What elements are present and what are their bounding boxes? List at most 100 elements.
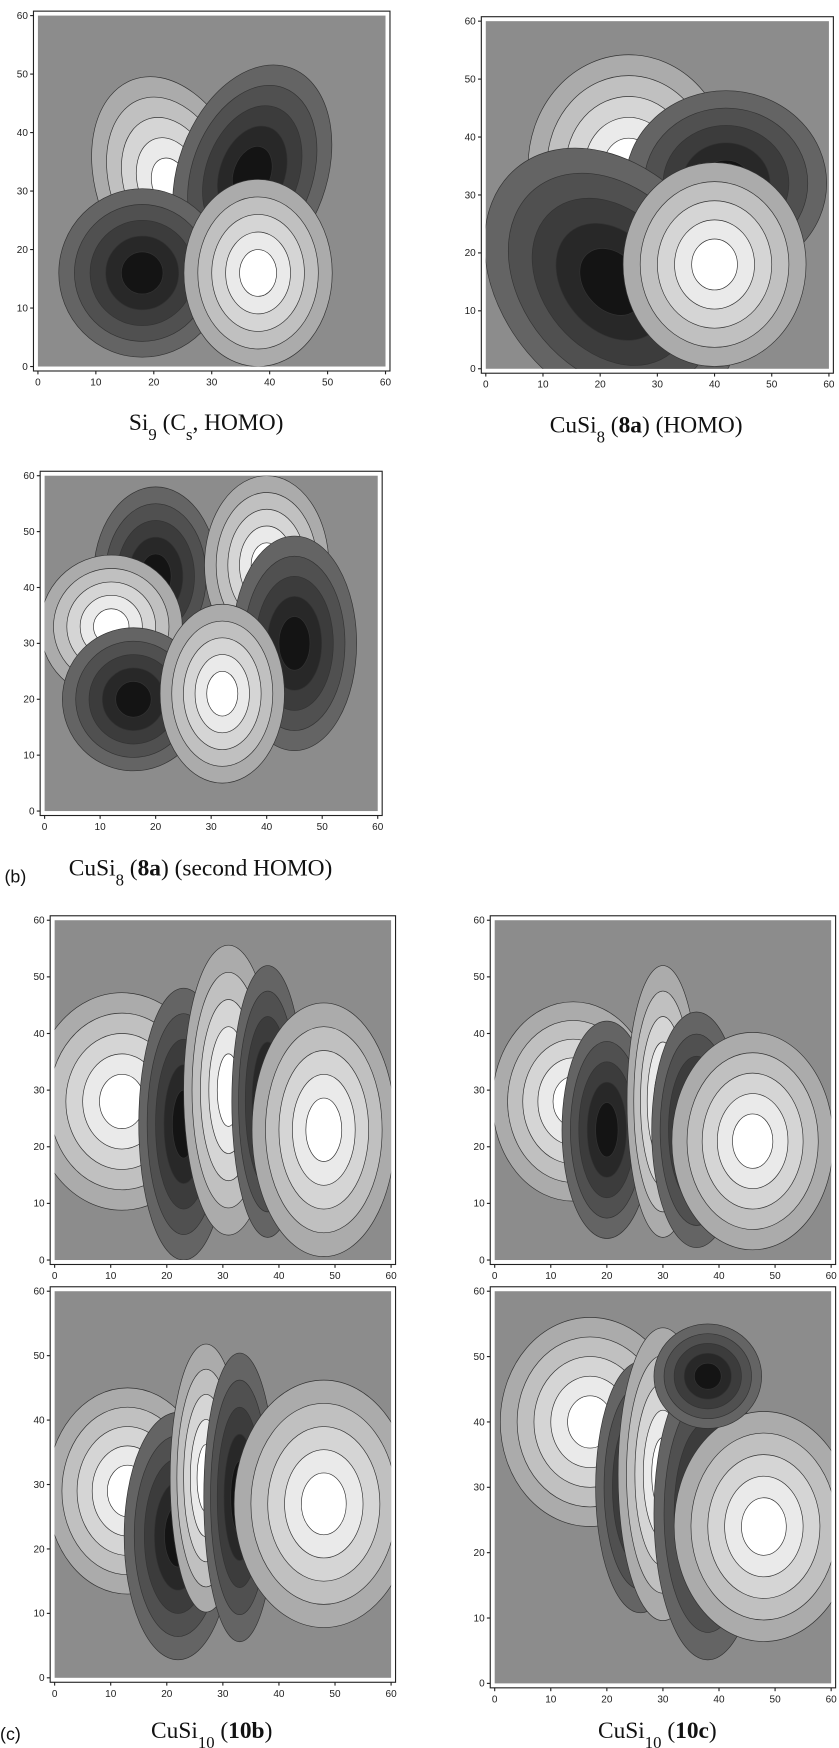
contour-level (239, 249, 277, 297)
caption-part: ) (second HOMO) (161, 856, 332, 882)
x-tick-label: 30 (657, 1271, 669, 1282)
y-tick-label: 20 (23, 695, 35, 706)
x-tick-label: 10 (545, 1271, 557, 1282)
x-tick-label: 20 (150, 822, 162, 833)
y-tick-label: 40 (474, 1029, 486, 1040)
y-tick-label: 60 (23, 471, 35, 482)
x-tick-label: 60 (826, 1694, 838, 1705)
x-tick-label: 10 (105, 1271, 117, 1282)
x-tick-label: 0 (42, 822, 48, 833)
y-tick-label: 0 (39, 1255, 45, 1266)
y-tick-label: 20 (33, 1142, 45, 1153)
x-tick-label: 30 (217, 1689, 229, 1700)
contour-level (732, 1113, 774, 1169)
contour-panel: 00101020203030404050506060Si10- (C3v) (33, 915, 397, 1337)
contour-level (693, 1362, 722, 1390)
x-tick-label: 10 (545, 1694, 557, 1705)
caption-part: ( (215, 1718, 229, 1744)
y-tick-label: 10 (33, 1199, 45, 1210)
y-tick-label: 50 (23, 527, 35, 538)
caption-part: 10 (198, 1732, 215, 1748)
y-tick-label: 50 (33, 1351, 45, 1362)
x-tick-label: 40 (709, 380, 721, 391)
panel-caption: CuSi10 (10c) (598, 1718, 717, 1748)
caption-part: CuSi (598, 1718, 645, 1744)
contour-level (301, 1472, 347, 1536)
caption-part: 8 (116, 870, 124, 889)
x-tick-label: 50 (329, 1271, 341, 1282)
x-tick-label: 20 (148, 377, 160, 388)
y-tick-label: 10 (474, 1613, 486, 1624)
y-tick-label: 40 (33, 1415, 45, 1426)
caption-part: ) (265, 1718, 273, 1744)
x-tick-label: 20 (161, 1689, 173, 1700)
caption-part: CuSi (69, 856, 116, 882)
contours (58, 64, 333, 367)
x-tick-label: 60 (380, 377, 392, 388)
x-tick-label: 30 (657, 1694, 669, 1705)
x-tick-label: 60 (372, 822, 384, 833)
caption-part: 10 (645, 1732, 662, 1748)
y-tick-label: 40 (465, 132, 477, 143)
caption-part: 8a (619, 412, 643, 438)
y-tick-label: 30 (465, 190, 477, 201)
x-tick-label: 40 (273, 1689, 285, 1700)
x-tick-label: 50 (770, 1694, 782, 1705)
x-tick-label: 30 (217, 1271, 229, 1282)
y-tick-label: 0 (470, 364, 476, 375)
y-tick-label: 20 (474, 1142, 486, 1153)
group-label: (b) (5, 866, 27, 886)
caption-part: 10c (675, 1718, 709, 1744)
caption-part: CuSi (550, 412, 597, 438)
y-tick-label: 60 (465, 17, 477, 28)
y-tick-label: 0 (22, 362, 28, 373)
y-tick-label: 30 (474, 1483, 486, 1494)
y-tick-label: 30 (23, 639, 35, 650)
contour-level (115, 681, 152, 718)
y-tick-label: 40 (474, 1417, 486, 1428)
caption-part: CuSi (151, 1718, 198, 1744)
x-tick-label: 20 (595, 380, 607, 391)
panel-caption: Si9 (Cs, HOMO) (129, 410, 284, 444)
contour-level (121, 251, 164, 295)
x-tick-label: 50 (770, 1271, 782, 1282)
caption-part: ( (662, 1718, 676, 1744)
y-tick-label: 10 (33, 1609, 45, 1620)
x-tick-label: 40 (273, 1271, 285, 1282)
x-tick-label: 30 (652, 380, 664, 391)
caption-part: 9 (148, 425, 156, 444)
x-tick-label: 50 (322, 377, 334, 388)
y-tick-label: 0 (29, 806, 35, 817)
x-tick-label: 50 (329, 1689, 341, 1700)
x-tick-label: 10 (95, 822, 107, 833)
contour-panel: 00 10 10 20 20 30 30 40 40 50 50 60 60 CuSi8 (8a) (se… (5, 470, 384, 889)
y-tick-label: 20 (474, 1548, 486, 1559)
contour-level (99, 1073, 145, 1129)
y-tick-label: 30 (33, 1085, 45, 1096)
y-tick-label: 40 (17, 128, 29, 139)
y-tick-label: 30 (17, 186, 29, 197)
y-tick-label: 50 (33, 972, 45, 983)
x-tick-label: 20 (161, 1271, 173, 1282)
x-tick-label: 50 (766, 380, 778, 391)
x-tick-label: 60 (823, 380, 835, 391)
y-tick-label: 10 (23, 751, 35, 762)
y-tick-label: 10 (17, 303, 29, 314)
x-tick-label: 60 (386, 1689, 398, 1700)
contour-level (595, 1102, 619, 1158)
caption-part: ( (605, 412, 619, 438)
y-tick-label: 20 (17, 245, 29, 256)
x-tick-label: 10 (537, 380, 549, 391)
panel-caption: CuSi10 (10b) (151, 1718, 272, 1748)
caption-part: , HOMO) (192, 410, 283, 436)
contours (54, 944, 392, 1261)
contours (499, 1317, 832, 1661)
panel-caption: CuSi8 (8a) (second HOMO) (69, 856, 333, 889)
contour-level (278, 616, 311, 671)
x-tick-label: 10 (105, 1689, 117, 1700)
contours (485, 54, 827, 369)
caption-part: Si (129, 410, 149, 436)
caption-part: ) (HOMO) (642, 412, 743, 438)
